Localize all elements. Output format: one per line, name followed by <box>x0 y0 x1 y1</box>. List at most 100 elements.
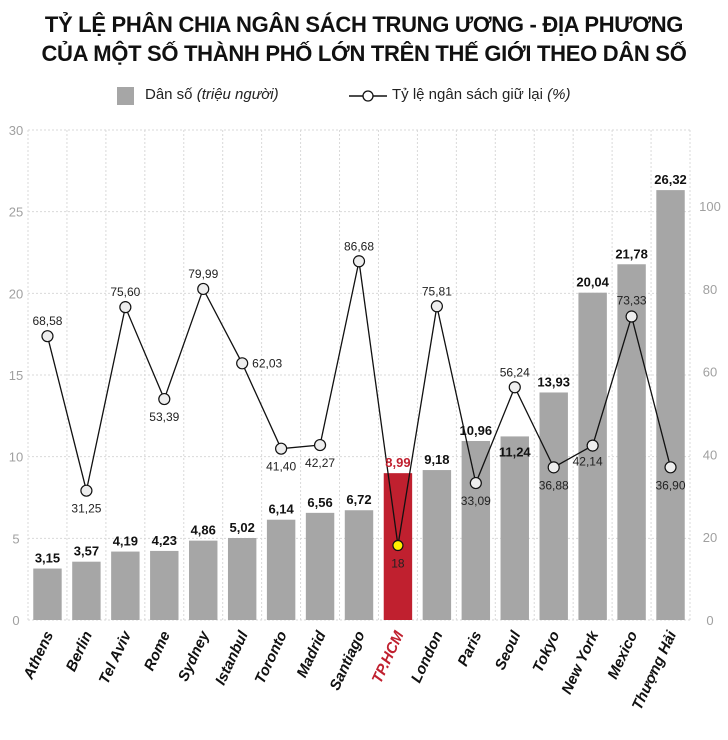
right-axis-tick: 100 <box>699 199 721 214</box>
line-value-label: 31,25 <box>71 502 101 516</box>
bar-london <box>422 470 452 620</box>
x-axis-label: Santiago <box>326 629 368 694</box>
bar-value-label: 4,19 <box>113 534 138 549</box>
x-axis-label: Tokyo <box>529 629 563 676</box>
bar-value-label: 4,23 <box>152 533 177 548</box>
line-marker <box>80 484 93 497</box>
bar-value-label: 9,18 <box>424 452 449 467</box>
bar-new-york <box>578 292 607 620</box>
bar-tel-aviv <box>111 551 140 620</box>
line-marker <box>392 539 404 552</box>
line-value-label: 68,58 <box>32 314 62 328</box>
bar-istanbul <box>227 538 257 620</box>
x-axis-label: Seoul <box>492 628 525 673</box>
x-axis-label: Istanbul <box>212 628 252 688</box>
line-value-label: 33,09 <box>461 494 491 508</box>
line-marker <box>275 442 288 455</box>
right-axis-tick: 80 <box>703 282 717 297</box>
right-axis-tick: 0 <box>706 613 713 628</box>
bar-athens <box>33 568 62 620</box>
x-axis-label: Sydney <box>175 628 213 684</box>
legend-bar-swatch-icon <box>117 87 134 105</box>
right-axis-tick: 20 <box>703 530 717 545</box>
line-value-label: 42,14 <box>573 455 603 469</box>
x-axis-label: Athens <box>20 629 57 683</box>
bar-value-label: 3,57 <box>74 544 99 559</box>
bar-mexico <box>617 264 646 620</box>
bar-toronto <box>266 519 296 620</box>
legend-line-marker-icon <box>349 90 387 102</box>
bar-rome <box>150 550 179 620</box>
bar-value-label: 13,93 <box>537 374 570 389</box>
line-marker <box>158 392 171 406</box>
bar-value-label: 6,72 <box>346 492 371 507</box>
x-axis-label: TP.HCM <box>369 628 408 686</box>
bar-seoul <box>500 436 529 620</box>
legend-bar-label: Dân số (triệu người) <box>145 86 279 103</box>
line-value-label: 42,27 <box>305 456 335 470</box>
legend: Dân số (triệu người) Tỷ lệ ngân sách giữ… <box>0 84 728 108</box>
line-marker <box>625 310 638 323</box>
bar-madrid <box>305 512 335 620</box>
left-axis-tick: 20 <box>9 286 23 301</box>
bar-value-label: 6,56 <box>307 495 332 510</box>
bar-value-label: 5,02 <box>230 520 255 535</box>
x-axis-label: Thượng Hải <box>629 628 681 713</box>
line-value-label: 73,33 <box>617 294 647 308</box>
right-axis-tick: 40 <box>703 447 717 462</box>
budget-line <box>46 261 672 546</box>
left-axis-tick: 30 <box>9 123 23 138</box>
right-axis-tick: 60 <box>703 365 717 380</box>
bar-value-label: 4,86 <box>191 523 216 538</box>
line-marker <box>586 439 599 452</box>
chart-title-line-2: CỦA MỘT SỐ THÀNH PHỐ LỚN TRÊN THẾ GIỚI T… <box>41 41 687 66</box>
left-axis-tick: 0 <box>12 613 19 628</box>
line-value-label: 75,81 <box>422 284 452 298</box>
line-marker <box>664 461 677 474</box>
bar-value-label: 26,32 <box>654 172 687 187</box>
line-value-label: 86,68 <box>344 239 374 253</box>
left-axis-tick: 5 <box>12 531 19 546</box>
bar-value-label: 3,15 <box>35 551 60 566</box>
line-value-label: 56,24 <box>500 365 530 379</box>
line-marker <box>430 300 443 313</box>
legend-line-label: Tỷ lệ ngân sách giữ lại (%) <box>392 86 571 103</box>
line-value-label: 41,40 <box>266 460 296 474</box>
line-marker <box>236 357 249 370</box>
bar-tokyo <box>539 392 568 620</box>
bar-sydney <box>189 540 218 620</box>
line-value-label: 36,90 <box>656 478 686 492</box>
line-value-label: 53,39 <box>149 410 179 424</box>
chart-title-line-1: TỶ LỆ PHÂN CHIA NGÂN SÁCH TRUNG ƯƠNG - Đ… <box>44 12 684 37</box>
line-marker <box>547 461 560 474</box>
x-axis-label: Paris <box>455 629 486 669</box>
bar-value-label: 11,24 <box>499 444 532 459</box>
bar-berlin <box>72 561 101 620</box>
x-axis-label: Rome <box>141 629 174 674</box>
x-axis-label: Tel Aviv <box>96 627 136 687</box>
line-marker <box>313 438 327 452</box>
bar-tp-hcm <box>383 473 413 620</box>
line-marker <box>119 301 132 314</box>
line-marker <box>41 330 54 343</box>
bar-value-label: 20,04 <box>576 275 609 290</box>
line-value-label: 75,60 <box>110 285 140 299</box>
line-value-label: 36,88 <box>539 478 569 492</box>
x-axis-label: Madrid <box>293 628 330 681</box>
bar-paris <box>461 440 491 620</box>
bar-th-ng-h-i <box>656 190 685 620</box>
x-axis-label: New York <box>558 628 602 697</box>
x-axis-label: Mexico <box>604 629 641 682</box>
line-marker <box>469 476 482 490</box>
x-axis-label: Berlin <box>63 629 96 675</box>
bar-value-label: 6,14 <box>268 502 294 517</box>
x-axis-label: Toronto <box>252 629 291 687</box>
line-marker <box>197 282 210 296</box>
line-value-label: 62,03 <box>252 356 282 370</box>
left-axis-tick: 15 <box>9 368 23 383</box>
line-marker <box>508 381 521 394</box>
bar-value-label: 21,78 <box>615 246 648 261</box>
line-marker <box>352 255 366 268</box>
bar-santiago <box>344 510 374 620</box>
